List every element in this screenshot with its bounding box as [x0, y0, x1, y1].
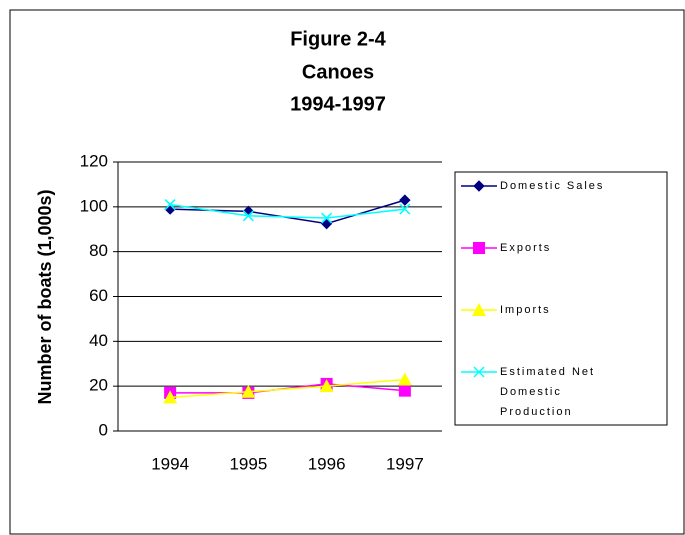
series-line	[170, 203, 405, 219]
chart-title: 1994-1997	[290, 93, 386, 115]
marker	[472, 303, 486, 316]
y-axis-label: Number of boats (1,000s)	[35, 189, 55, 404]
x-tick-label: 1996	[308, 454, 346, 473]
marker	[473, 242, 485, 254]
y-tick-label: 120	[80, 151, 108, 170]
chart-title: Figure 2-4	[290, 28, 386, 50]
series-line	[170, 378, 405, 399]
marker	[241, 384, 256, 398]
legend	[454, 171, 668, 426]
legend-label: Imports	[500, 304, 551, 316]
x-tick-label: 1994	[151, 454, 189, 473]
marker	[399, 194, 411, 206]
legend-label: Exports	[500, 242, 552, 254]
marker-stroke	[399, 203, 411, 215]
marker	[398, 384, 411, 397]
y-tick-label: 60	[89, 286, 108, 305]
marker	[473, 180, 485, 192]
legend-label-box: Exports	[500, 242, 552, 254]
marker	[399, 203, 411, 215]
marker	[163, 390, 178, 404]
legend-label-box: Estimated Net Domestic Production	[500, 366, 596, 418]
marker-stroke	[321, 212, 333, 224]
marker-stroke	[242, 210, 254, 222]
y-tick-label: 20	[89, 376, 108, 395]
marker-stroke	[473, 366, 485, 378]
marker	[242, 210, 254, 222]
marker	[473, 366, 485, 378]
x-tick-label: 1997	[386, 454, 424, 473]
x-tick-label: 1995	[229, 454, 267, 473]
legend-label: Domestic Sales	[500, 180, 605, 192]
legend-label-box: Domestic Sales	[500, 180, 605, 192]
marker	[164, 199, 176, 211]
chart-title: Canoes	[302, 61, 374, 83]
y-tick-label: 100	[80, 196, 108, 215]
y-tick-label: 80	[89, 241, 108, 260]
marker	[321, 212, 333, 224]
y-tick-label: 0	[99, 420, 108, 439]
legend-label-box: Imports	[500, 304, 551, 316]
y-tick-label: 40	[89, 331, 108, 350]
marker-stroke	[164, 199, 176, 211]
marker	[397, 372, 412, 386]
marker	[319, 379, 334, 393]
legend-label: Estimated Net Domestic Production	[500, 366, 596, 418]
